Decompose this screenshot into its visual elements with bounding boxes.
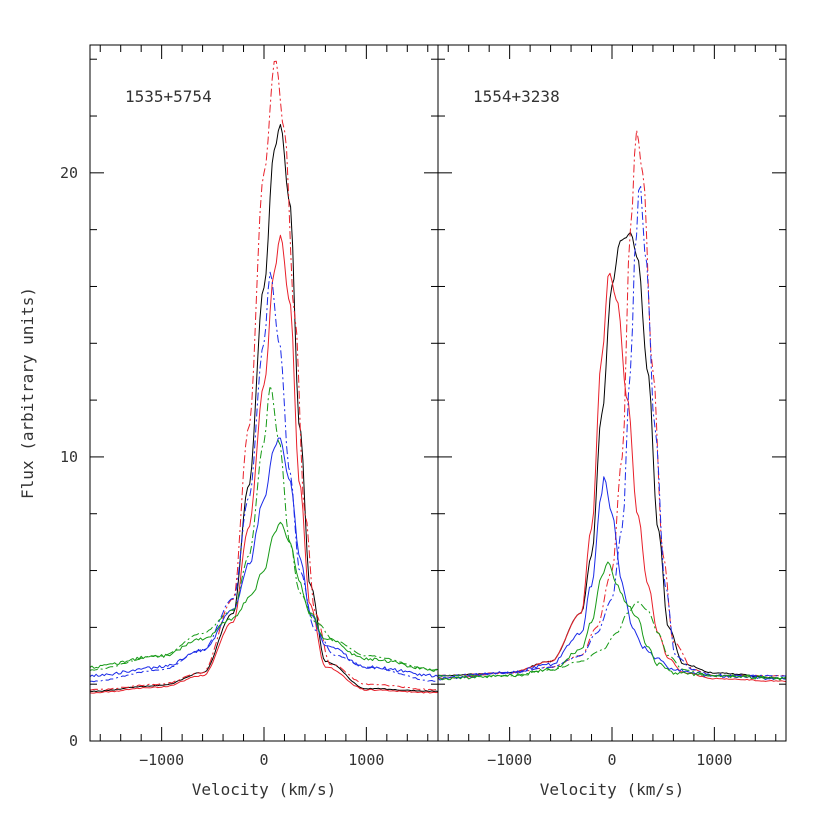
- series-line-blue-dashdot: [90, 271, 439, 683]
- series-line-blue-solid: [437, 476, 787, 681]
- plot-frame: [89, 44, 439, 742]
- series-line-black-solid: [89, 124, 439, 692]
- series-line-black-solid: [437, 232, 787, 680]
- y-tick-label: 10: [60, 448, 78, 466]
- x-tick-label: −1000: [487, 751, 532, 769]
- series-line-red-dashdot: [89, 60, 439, 691]
- series-line-green-dashdot: [89, 385, 439, 671]
- y-tick-label: 20: [60, 164, 78, 182]
- y-axis-label: Flux (arbitrary units): [18, 287, 37, 499]
- x-axis-label: Velocity (km/s): [192, 780, 337, 799]
- x-tick-label: 1000: [696, 751, 732, 769]
- series-line-blue-dashdot: [437, 186, 787, 677]
- plot-frame: [437, 44, 787, 742]
- panel-1: −1000 0 1000 0 10 20 Velocity (km/s) 1535+5754: [60, 44, 439, 799]
- series-line-red-solid: [437, 272, 787, 683]
- x-ticks: −1000 0 1000: [99, 45, 429, 769]
- y-ticks: 0 10 20: [60, 58, 438, 750]
- series-group: [89, 60, 439, 694]
- panel-label: 1554+3238: [473, 87, 560, 106]
- series-group: [437, 129, 787, 683]
- series-line-green-solid: [89, 521, 439, 672]
- series-line-green-dashdot: [437, 601, 787, 680]
- x-tick-label: 1000: [348, 751, 384, 769]
- x-axis-label: Velocity (km/s): [540, 780, 685, 799]
- x-tick-label: 0: [607, 751, 616, 769]
- panel-label: 1535+5754: [125, 87, 212, 106]
- panel-2: −1000 0 1000 Velocity (km/s) 1554+3238: [437, 44, 787, 799]
- y-ticks: [438, 58, 786, 742]
- series-line-red-solid: [89, 234, 439, 694]
- x-tick-label: 0: [259, 751, 268, 769]
- series-line-green-solid: [438, 561, 787, 681]
- x-tick-label: −1000: [139, 751, 184, 769]
- y-tick-label: 0: [69, 732, 78, 750]
- series-line-red-dashdot: [437, 129, 787, 677]
- series-line-blue-solid: [89, 437, 439, 678]
- x-ticks: −1000 0 1000: [447, 45, 777, 769]
